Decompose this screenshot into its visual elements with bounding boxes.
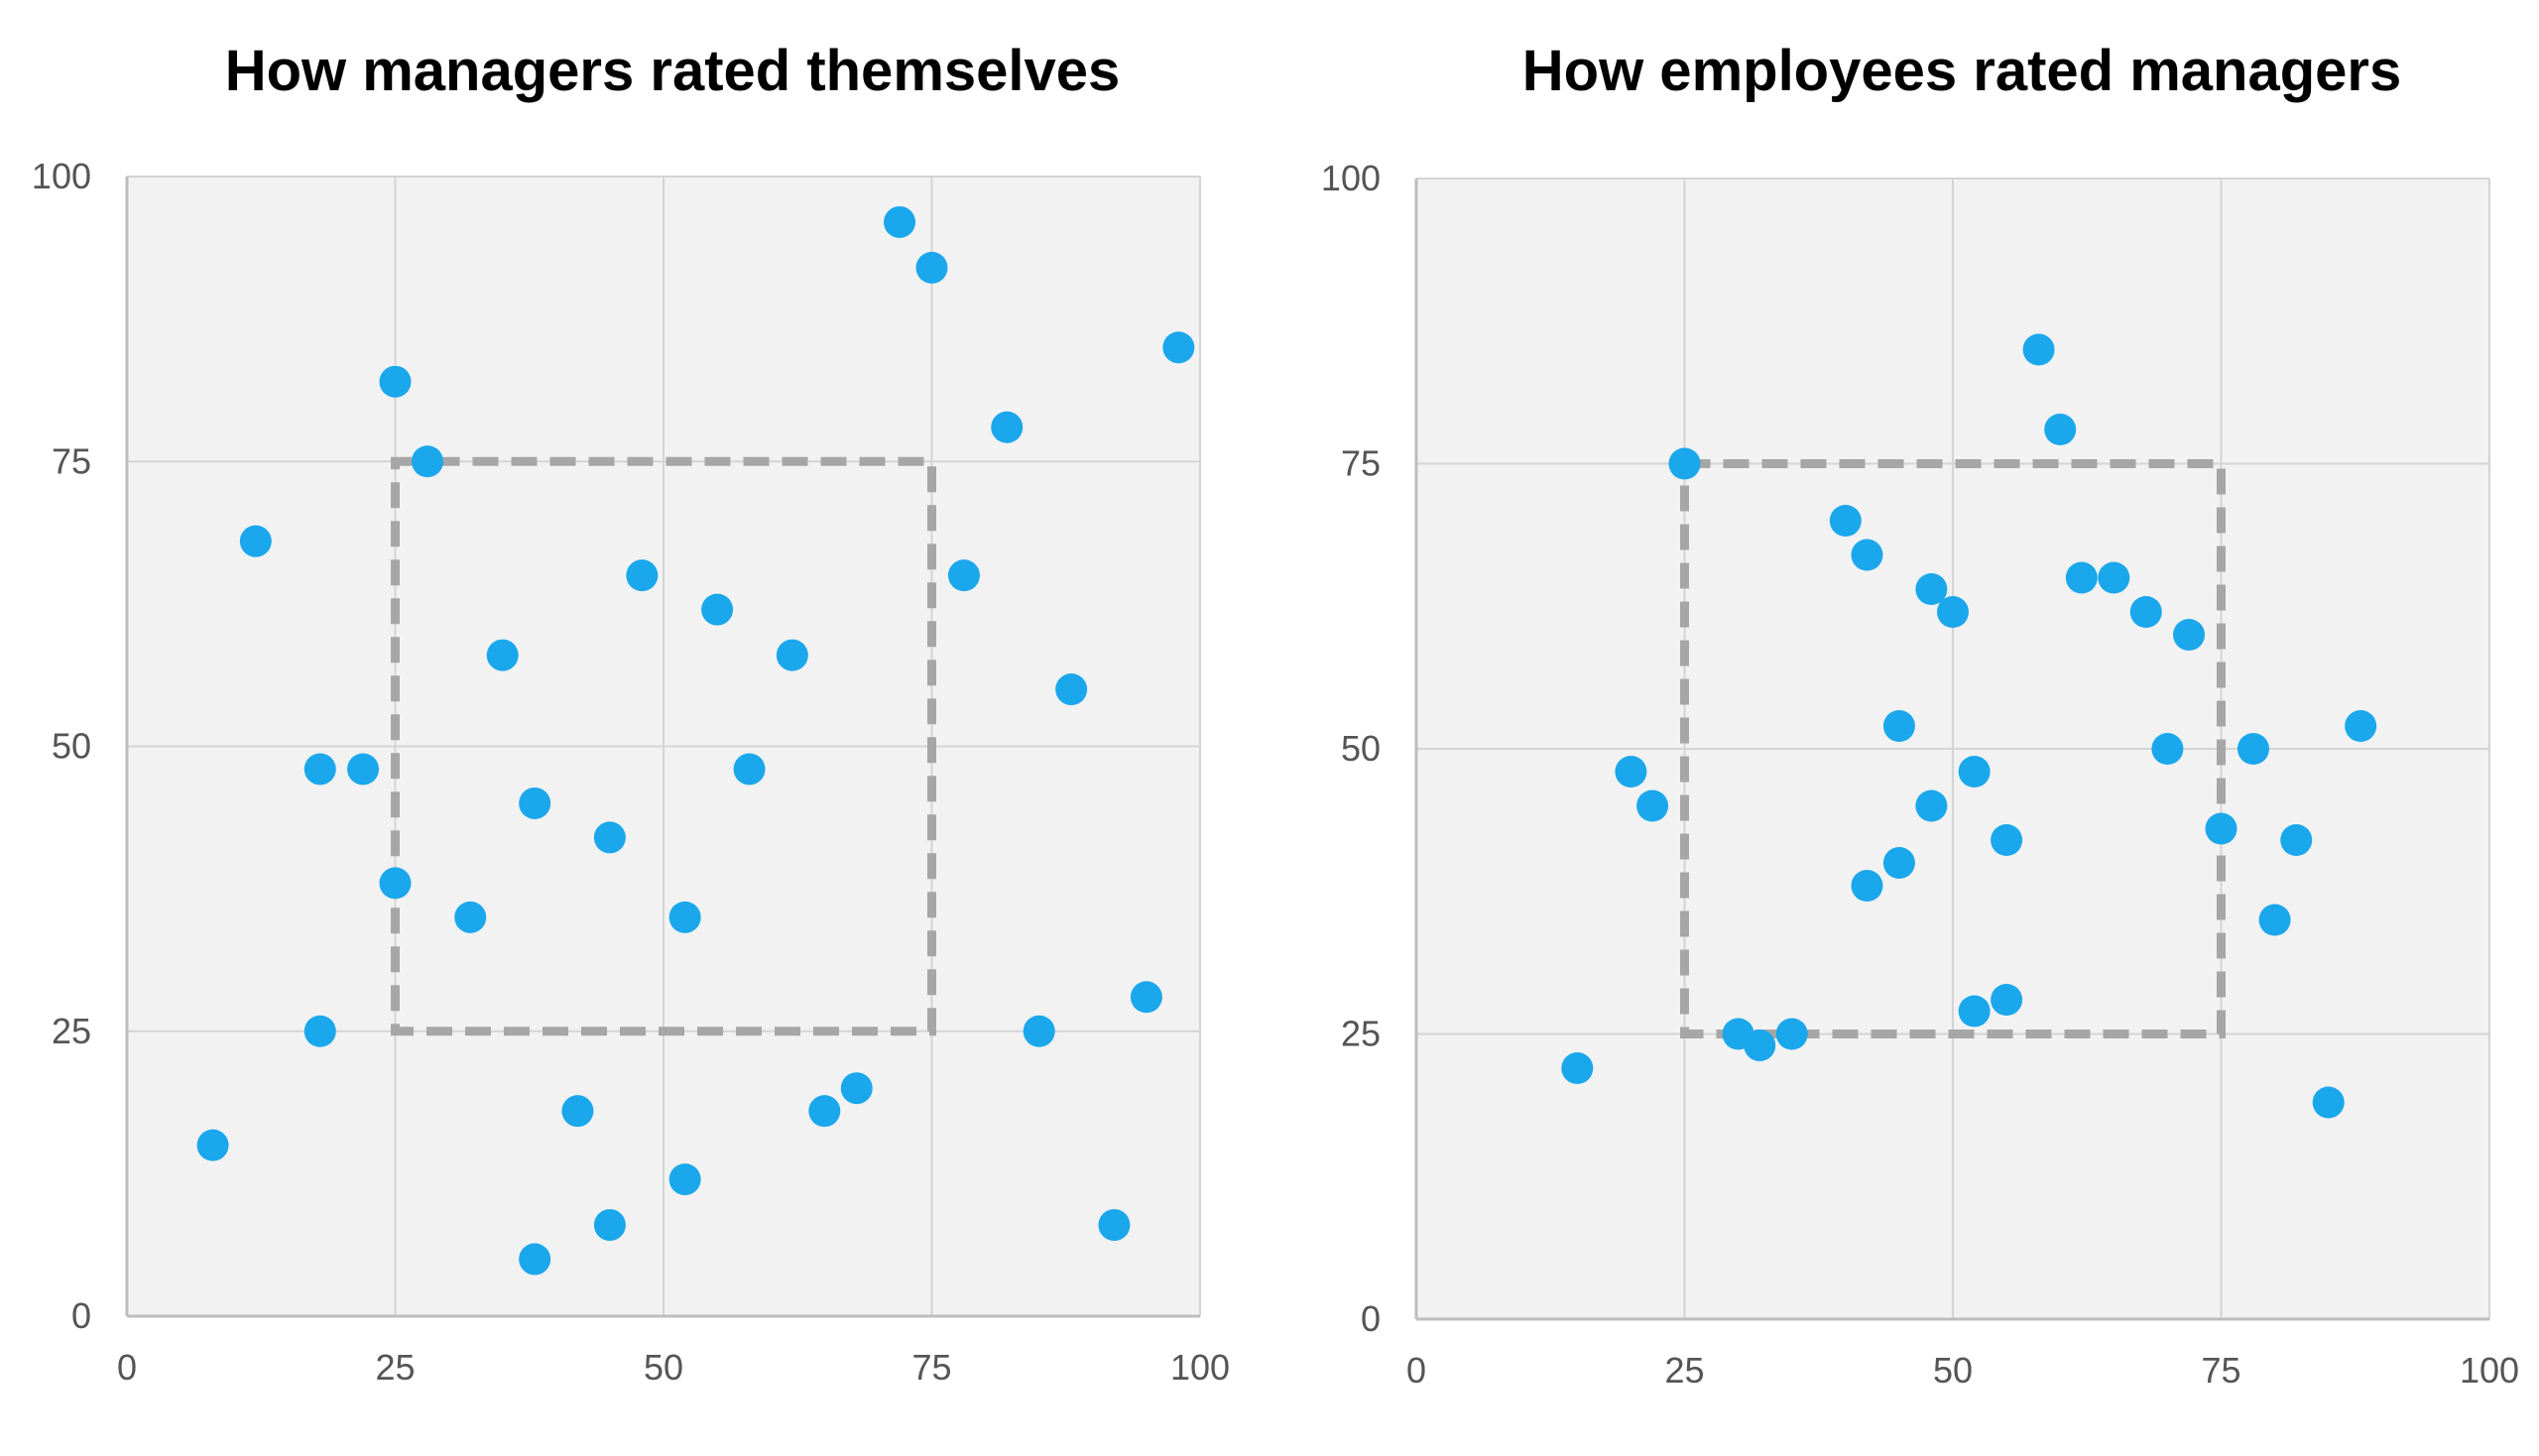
right-scatter-point-15 xyxy=(1615,756,1647,788)
left-scatter-point-31 xyxy=(519,1243,551,1275)
left-scatter-point-7 xyxy=(626,559,659,592)
left-y-tick-label-4: 100 xyxy=(32,156,91,196)
left-scatter-point-21 xyxy=(1130,981,1162,1014)
right-scatter-point-1 xyxy=(2044,414,2077,445)
left-scatter-point-15 xyxy=(733,753,766,786)
left-x-tick-label-1: 25 xyxy=(375,1347,415,1388)
right-scatter-point-7 xyxy=(1915,573,1948,605)
right-scatter-point-23 xyxy=(1851,870,1883,902)
left-y-tick-label-3: 75 xyxy=(52,440,91,481)
left-scatter-point-13 xyxy=(303,753,336,786)
left-scatter-point-12 xyxy=(1055,673,1088,706)
left-scatter-point-30 xyxy=(1098,1209,1131,1242)
right-scatter-point-14 xyxy=(2237,733,2269,765)
left-scatter-point-4 xyxy=(991,411,1024,443)
right-y-tick-label-1: 25 xyxy=(1341,1014,1381,1054)
right-y-tick-label-0: 0 xyxy=(1361,1298,1381,1339)
right-scatter-point-6 xyxy=(2098,561,2130,594)
right-chart-title: How employees rated managers xyxy=(1521,39,2402,103)
left-y-tick-label-2: 50 xyxy=(52,726,91,767)
left-scatter-point-10 xyxy=(486,639,519,671)
left-y-tick-label-1: 25 xyxy=(52,1011,91,1051)
right-scatter-point-29 xyxy=(1744,1030,1776,1061)
right-scatter-point-4 xyxy=(1851,539,1883,571)
right-scatter-point-28 xyxy=(1775,1018,1808,1050)
left-scatter-point-2 xyxy=(1162,331,1195,364)
right-scatter-point-31 xyxy=(2312,1086,2345,1119)
left-scatter-point-6 xyxy=(239,525,272,557)
left-scatter-point-16 xyxy=(519,787,551,819)
right-y-tick-label-3: 75 xyxy=(1341,443,1381,484)
right-scatter-point-25 xyxy=(1991,984,2023,1016)
right-scatter-point-11 xyxy=(1882,710,1915,742)
left-scatter-point-5 xyxy=(411,445,443,478)
left-scatter-point-22 xyxy=(303,1015,336,1047)
left-scatter-point-29 xyxy=(593,1209,626,1242)
right-scatter-point-21 xyxy=(2280,824,2313,856)
right-y-tick-label-2: 50 xyxy=(1341,728,1381,769)
right-x-tick-label-4: 100 xyxy=(2460,1350,2519,1391)
right-x-tick-label-2: 50 xyxy=(1933,1350,1973,1391)
left-chart-title: How managers rated themselves xyxy=(224,39,1121,103)
right-scatter-point-22 xyxy=(1882,847,1915,879)
left-scatter-point-19 xyxy=(454,901,487,933)
right-scatter-point-0 xyxy=(2022,333,2055,366)
right-scatter-point-18 xyxy=(1915,789,1948,822)
right-highlight-box xyxy=(1680,459,2226,1038)
right-scatter-point-3 xyxy=(1829,505,1862,537)
right-scatter-point-16 xyxy=(1958,756,1991,788)
left-x-tick-label-4: 100 xyxy=(1170,1347,1230,1388)
right-scatter-point-30 xyxy=(1561,1052,1594,1084)
left-scatter-point-23 xyxy=(1023,1015,1055,1047)
right-scatter-point-19 xyxy=(2205,812,2237,845)
left-scatter-point-20 xyxy=(668,901,701,933)
right-x-tick-label-1: 25 xyxy=(1664,1350,1704,1391)
left-x-tick-label-3: 75 xyxy=(911,1347,951,1388)
right-scatter-point-2 xyxy=(1668,447,1701,480)
right-scatter-point-5 xyxy=(2065,561,2098,594)
left-scatter-point-25 xyxy=(561,1095,594,1128)
left-scatter-point-17 xyxy=(593,821,626,854)
left-scatter-point-24 xyxy=(840,1072,873,1105)
right-scatter-point-17 xyxy=(1636,789,1669,822)
left-y-tick-label-0: 0 xyxy=(71,1295,91,1336)
left-scatter-point-18 xyxy=(379,867,412,900)
left-scatter-point-8 xyxy=(947,559,980,592)
right-scatter-point-10 xyxy=(2173,619,2206,651)
left-scatter-point-0 xyxy=(884,205,916,238)
right-scatter-point-20 xyxy=(1991,824,2023,856)
right-scatter-point-26 xyxy=(1958,995,1991,1028)
right-y-tick-label-4: 100 xyxy=(1321,158,1381,198)
left-scatter-point-3 xyxy=(379,365,412,398)
left-x-tick-label-0: 0 xyxy=(117,1347,137,1388)
left-scatter-point-27 xyxy=(196,1129,229,1161)
right-scatter-point-12 xyxy=(2345,710,2377,742)
right-x-tick-label-3: 75 xyxy=(2201,1350,2240,1391)
right-scatter-point-8 xyxy=(1937,596,1969,628)
right-scatter-point-13 xyxy=(2151,733,2184,765)
left-scatter-point-9 xyxy=(701,593,734,626)
right-scatter-point-9 xyxy=(2129,596,2162,628)
left-scatter-point-14 xyxy=(347,753,380,786)
left-scatter-point-11 xyxy=(776,639,808,671)
left-scatter-point-1 xyxy=(915,251,948,284)
right-scatter-point-24 xyxy=(2258,904,2291,936)
left-highlight-box xyxy=(391,456,936,1036)
left-scatter-point-26 xyxy=(808,1095,841,1128)
left-scatter-point-28 xyxy=(668,1163,701,1196)
left-x-tick-label-2: 50 xyxy=(644,1347,683,1388)
right-x-tick-label-0: 0 xyxy=(1406,1350,1426,1391)
